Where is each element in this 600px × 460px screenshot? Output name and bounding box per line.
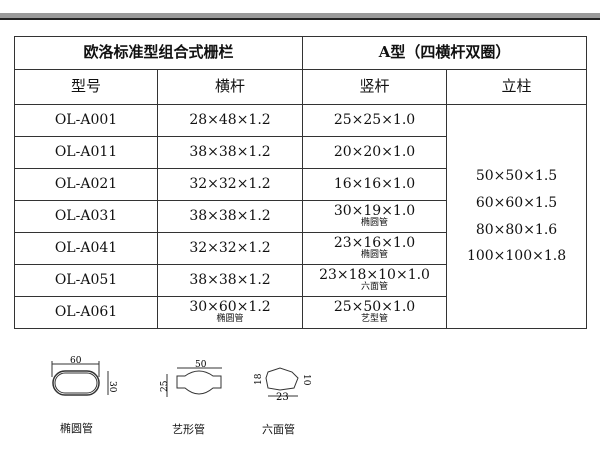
picket-cell-value: 23×16×1.0 (333, 235, 416, 252)
picket-cell-value: 20×20×1.0 (333, 144, 416, 161)
picket-cell: 16×16×1.0 (302, 168, 448, 201)
model-cell-value: OL-A021 (54, 176, 118, 193)
picket-cell-value: 23×18×10×1.0 (319, 267, 430, 284)
rail-cell-value: 38×38×1.2 (189, 144, 271, 161)
rail-cell: 32×32×1.2 (156, 232, 304, 265)
picket-cell: 23×16×1.0 椭圆管 (302, 232, 448, 265)
picket-cell: 20×20×1.0 (302, 136, 448, 169)
table-row: OL-A031 38×38×1.2 30×19×1.0 椭圆管 (14, 200, 587, 233)
rail-cell: 28×48×1.2 (156, 104, 304, 137)
model-cell-value: OL-A061 (54, 304, 118, 321)
picket-cell: 23×18×10×1.0 六面管 (302, 264, 448, 297)
art-height-label: 25 (160, 380, 170, 392)
rail-cell-value: 38×38×1.2 (189, 272, 271, 289)
oval-tube-diagram: 60 30 (51, 356, 117, 396)
oval-height-label: 30 (107, 381, 117, 393)
model-cell-value: OL-A011 (54, 144, 118, 161)
post-spec: 60×60×1.5 (475, 194, 558, 211)
rail-cell-value: 32×32×1.2 (189, 176, 271, 193)
hex-tube-diagram: 18 23 10 (254, 367, 311, 402)
hex-width-label: 23 (276, 392, 289, 402)
rail-cell-value: 28×48×1.2 (189, 112, 271, 129)
rail-cell: 38×38×1.2 (156, 136, 304, 169)
model-cell: OL-A001 (14, 104, 158, 137)
header-post: 立柱 (446, 69, 588, 105)
model-cell-value: OL-A031 (54, 208, 118, 225)
header-picket: 竖杆 (302, 69, 448, 105)
model-cell: OL-A051 (14, 264, 158, 297)
post-spec: 50×50×1.5 (475, 168, 558, 185)
rail-cell: 38×38×1.2 (156, 264, 304, 297)
table-row: OL-A061 30×60×1.2 椭圆管 25×50×1.0 艺型管 (14, 296, 587, 329)
picket-cell: 25×25×1.0 (302, 104, 448, 137)
art-width-label: 50 (195, 360, 207, 370)
picket-cell-value: 16×16×1.0 (333, 176, 416, 193)
oval-width-label: 60 (70, 356, 82, 366)
rail-cell: 38×38×1.2 (156, 200, 304, 233)
tube-type-note: 椭圆管 (361, 218, 389, 229)
header-model: 型号 (14, 69, 158, 105)
picket-cell: 30×19×1.0 椭圆管 (302, 200, 448, 233)
rail-cell-value: 38×38×1.2 (189, 208, 271, 225)
rail-cell: 32×32×1.2 (156, 168, 304, 201)
tube-type-note: 六面管 (361, 282, 389, 293)
model-cell: OL-A031 (14, 200, 158, 233)
header-divider (0, 18, 600, 20)
art-tube-caption: 艺形管 (172, 423, 205, 436)
model-cell: OL-A041 (14, 232, 158, 265)
table-row: OL-A001 28×48×1.2 25×25×1.0 50×50×1.5 60×60×… (14, 104, 588, 329)
picket-cell-value: 25×50×1.0 (333, 299, 416, 316)
header-bar (0, 13, 600, 18)
tube-type-note: 艺型管 (361, 314, 389, 325)
table-title: 欧洛标准型组合式栅栏 (13, 36, 304, 70)
table-row: OL-A011 38×38×1.2 20×20×1.0 (14, 136, 587, 169)
picket-cell-value: 30×19×1.0 (333, 203, 416, 220)
model-cell-value: OL-A051 (54, 272, 118, 289)
spec-table: 欧洛标准型组合式栅栏 A型（四横杆双圈） 型号 横杆 竖杆 立柱 OL-A001… (13, 36, 588, 329)
oval-tube-caption: 椭圆管 (60, 422, 93, 435)
post-cell: 50×50×1.5 60×60×1.5 80×80×1.6 100×100×1.8 (446, 104, 588, 329)
rail-cell: 30×60×1.2 椭圆管 (156, 296, 304, 329)
model-cell-value: OL-A001 (54, 112, 118, 129)
table-row: OL-A051 38×38×1.2 23×18×10×1.0 六面管 (14, 264, 587, 297)
hex-side-label: 10 (301, 374, 311, 386)
rail-cell-value: 32×32×1.2 (189, 240, 271, 257)
tube-type-note: 椭圆管 (216, 314, 244, 325)
table-row: OL-A021 32×32×1.2 16×16×1.0 (14, 168, 587, 201)
rail-cell-value: 30×60×1.2 (189, 299, 271, 316)
table-row: OL-A041 32×32×1.2 23×16×1.0 椭圆管 (14, 232, 587, 265)
table-subtitle: A型（四横杆双圈） (302, 36, 588, 70)
model-cell-value: OL-A041 (54, 240, 118, 257)
tube-type-note: 椭圆管 (361, 250, 389, 261)
hex-height-label: 18 (254, 373, 264, 385)
picket-cell: 25×50×1.0 艺型管 (302, 296, 448, 329)
art-tube-diagram: 50 25 (160, 360, 222, 397)
picket-cell-value: 25×25×1.0 (333, 112, 416, 129)
model-cell: OL-A021 (14, 168, 158, 201)
model-cell: OL-A011 (14, 136, 158, 169)
model-cell: OL-A061 (14, 296, 158, 329)
post-spec: 100×100×1.8 (466, 248, 567, 265)
post-spec: 80×80×1.6 (475, 221, 558, 238)
hex-tube-caption: 六面管 (262, 423, 295, 436)
header-rail: 横杆 (156, 69, 304, 105)
